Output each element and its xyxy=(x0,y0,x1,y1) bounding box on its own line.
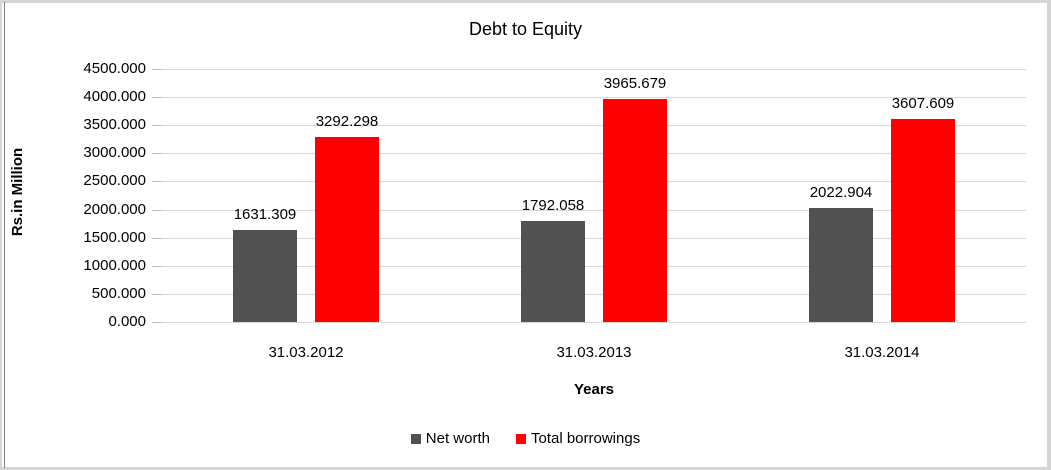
gridline xyxy=(162,293,1026,295)
gridline xyxy=(162,153,1026,155)
y-axis-tick xyxy=(152,125,162,127)
gridline xyxy=(162,237,1026,239)
y-tick-label: 2000.000 xyxy=(83,200,146,218)
bar-net-worth xyxy=(521,221,585,322)
y-tick-label: 0.000 xyxy=(108,313,146,330)
gridline xyxy=(162,322,1026,323)
frame-border-left-accent xyxy=(4,2,5,468)
bar-total-borrowings xyxy=(603,99,667,322)
gridline xyxy=(162,97,1026,99)
frame-border-right xyxy=(1047,0,1051,470)
legend-item-net-worth: Net worth xyxy=(410,430,490,448)
gridline xyxy=(162,265,1026,267)
frame-border-top xyxy=(0,0,1051,3)
y-axis-tick xyxy=(152,181,162,183)
x-tick-label: 31.03.2012 xyxy=(268,344,344,361)
legend-label-total-borrowings: Total borrowings xyxy=(530,430,641,447)
x-tick-label: 31.03.2013 xyxy=(556,344,632,361)
x-tick-label: 31.03.2014 xyxy=(844,344,920,361)
legend-item-total-borrowings: Total borrowings xyxy=(515,430,641,448)
y-axis-tick xyxy=(152,265,162,267)
y-axis-tick xyxy=(152,69,162,70)
data-label-net-worth: 1631.309 xyxy=(233,206,297,224)
y-tick-label: 3500.000 xyxy=(83,116,146,134)
y-tick-label: 500.000 xyxy=(91,284,146,302)
data-label-total-borrowings: 3965.679 xyxy=(603,75,667,93)
data-label-total-borrowings: 3607.609 xyxy=(891,95,955,113)
y-tick-label: 4500.000 xyxy=(83,60,146,77)
gridline xyxy=(162,181,1026,183)
legend-swatch-total-borrowings xyxy=(515,434,526,444)
y-tick-label: 3000.000 xyxy=(83,144,146,162)
y-axis-tick xyxy=(152,153,162,155)
bar-net-worth xyxy=(233,230,297,322)
bar-total-borrowings xyxy=(891,119,955,322)
legend-label-net-worth: Net worth xyxy=(425,430,490,447)
legend: Net worth Total borrowings xyxy=(0,430,1051,448)
y-axis-tick xyxy=(152,293,162,295)
data-label-net-worth: 2022.904 xyxy=(809,184,873,202)
bar-net-worth xyxy=(809,208,873,322)
gridline xyxy=(162,69,1026,70)
gridline xyxy=(162,209,1026,211)
y-axis-tick xyxy=(152,97,162,99)
y-tick-label: 4000.000 xyxy=(83,88,146,106)
gridline xyxy=(162,125,1026,127)
y-axis-title: Rs.in Million xyxy=(9,147,26,237)
frame-border-left xyxy=(0,0,2,470)
y-tick-label: 1500.000 xyxy=(83,228,146,246)
y-axis-tick xyxy=(152,322,162,323)
data-label-total-borrowings: 3292.298 xyxy=(315,112,379,130)
y-axis-tick xyxy=(152,237,162,239)
chart-title: Debt to Equity xyxy=(468,19,583,39)
data-label-net-worth: 1792.058 xyxy=(521,197,585,215)
y-tick-label: 1000.000 xyxy=(83,256,146,274)
y-tick-label: 2500.000 xyxy=(83,172,146,190)
x-axis-title: Years xyxy=(573,381,615,398)
bar-total-borrowings xyxy=(315,136,379,322)
y-axis-tick xyxy=(152,209,162,211)
frame-border-bottom xyxy=(0,467,1051,470)
legend-swatch-net-worth xyxy=(410,434,421,444)
